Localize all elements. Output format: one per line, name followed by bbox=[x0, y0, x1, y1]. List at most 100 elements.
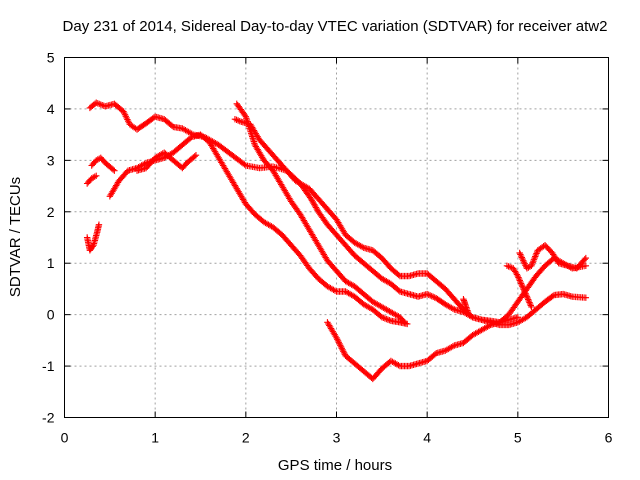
data-point bbox=[99, 101, 106, 109]
data-point bbox=[334, 337, 342, 344]
series-trace-k bbox=[516, 242, 590, 272]
data-point bbox=[338, 345, 345, 352]
data-point bbox=[378, 314, 386, 321]
data-point bbox=[423, 290, 431, 298]
data-point bbox=[401, 319, 408, 326]
plot-frame bbox=[64, 57, 609, 418]
data-point bbox=[581, 256, 588, 263]
chart-title: Day 231 of 2014, Sidereal Day-to-day VTE… bbox=[63, 18, 608, 35]
x-tick-label: 5 bbox=[514, 430, 522, 446]
data-point bbox=[97, 101, 104, 108]
data-point bbox=[334, 336, 341, 343]
data-point bbox=[383, 315, 390, 323]
data-point bbox=[515, 275, 523, 283]
data-point bbox=[241, 161, 248, 168]
data-point bbox=[337, 342, 344, 349]
data-point bbox=[582, 254, 590, 262]
data-point bbox=[518, 254, 526, 261]
data-point bbox=[430, 293, 437, 301]
data-point bbox=[337, 343, 345, 350]
x-tick-labels: 0 1 2 3 4 5 6 bbox=[61, 430, 613, 446]
series-trace-a bbox=[86, 99, 590, 329]
data-point bbox=[521, 260, 528, 267]
series-trace-h bbox=[83, 172, 100, 187]
x-tick-label: 0 bbox=[61, 430, 69, 446]
data-point bbox=[519, 283, 526, 290]
y-tick-labels: -2 -1 0 1 2 3 4 5 bbox=[42, 50, 55, 426]
data-point bbox=[89, 243, 96, 250]
series-trace-f bbox=[233, 100, 408, 326]
data-point bbox=[528, 303, 535, 311]
data-point bbox=[517, 278, 524, 286]
series-trace-g bbox=[133, 149, 200, 174]
data-point bbox=[395, 287, 402, 294]
data-point bbox=[431, 294, 438, 301]
data-point bbox=[340, 349, 348, 356]
data-point bbox=[515, 274, 522, 281]
data-point bbox=[532, 251, 540, 259]
data-point bbox=[520, 286, 527, 293]
data-point bbox=[520, 258, 528, 266]
data-point bbox=[339, 346, 346, 353]
data-point bbox=[425, 291, 432, 298]
data-point bbox=[520, 257, 527, 264]
data-point bbox=[582, 294, 590, 301]
data-point bbox=[241, 112, 249, 119]
data-point bbox=[109, 166, 117, 173]
data-point bbox=[192, 152, 200, 159]
x-tick-label: 2 bbox=[242, 430, 250, 446]
y-tick-label: -1 bbox=[42, 358, 55, 374]
data-point bbox=[91, 173, 98, 180]
data-point bbox=[513, 271, 521, 278]
data-point bbox=[529, 259, 536, 266]
data-point bbox=[485, 322, 493, 329]
data-point bbox=[335, 339, 342, 346]
data-point bbox=[395, 362, 402, 369]
data-point bbox=[95, 221, 103, 228]
data-point bbox=[380, 314, 387, 322]
data-point bbox=[523, 291, 530, 299]
data-point bbox=[468, 312, 475, 320]
x-tick-label: 6 bbox=[605, 430, 613, 446]
data-point bbox=[336, 340, 343, 347]
data-point bbox=[94, 100, 101, 107]
data-point bbox=[506, 263, 514, 271]
data-point bbox=[582, 262, 590, 269]
data-point bbox=[549, 292, 557, 300]
data-point bbox=[516, 249, 523, 257]
data-point bbox=[519, 255, 526, 263]
y-tick-label: 1 bbox=[47, 255, 55, 271]
data-point bbox=[384, 316, 392, 323]
y-tick-label: 5 bbox=[47, 50, 55, 66]
data-series bbox=[83, 99, 590, 383]
data-point bbox=[531, 254, 538, 262]
data-point bbox=[526, 300, 534, 308]
data-point bbox=[395, 271, 402, 279]
data-point bbox=[524, 294, 531, 302]
data-point bbox=[526, 299, 533, 306]
data-point bbox=[340, 348, 347, 355]
data-point bbox=[449, 343, 457, 350]
data-point bbox=[400, 317, 407, 325]
data-point bbox=[527, 302, 534, 309]
x-tick-label: 4 bbox=[423, 430, 431, 446]
data-point bbox=[528, 261, 536, 268]
data-point bbox=[404, 320, 411, 328]
data-point bbox=[519, 284, 527, 292]
data-point bbox=[426, 292, 434, 299]
series-trace-e bbox=[324, 314, 522, 383]
data-point bbox=[522, 290, 529, 297]
data-point bbox=[381, 315, 389, 322]
data-point bbox=[530, 256, 538, 263]
y-tick-label: -2 bbox=[42, 410, 55, 426]
data-point bbox=[517, 252, 525, 260]
data-point bbox=[532, 253, 539, 260]
data-point bbox=[333, 334, 340, 341]
y-tick-label: 0 bbox=[47, 307, 55, 323]
y-tick-label: 3 bbox=[47, 152, 55, 168]
data-point bbox=[516, 277, 523, 284]
data-point bbox=[168, 122, 176, 130]
data-point bbox=[528, 262, 535, 269]
data-point bbox=[524, 296, 532, 303]
